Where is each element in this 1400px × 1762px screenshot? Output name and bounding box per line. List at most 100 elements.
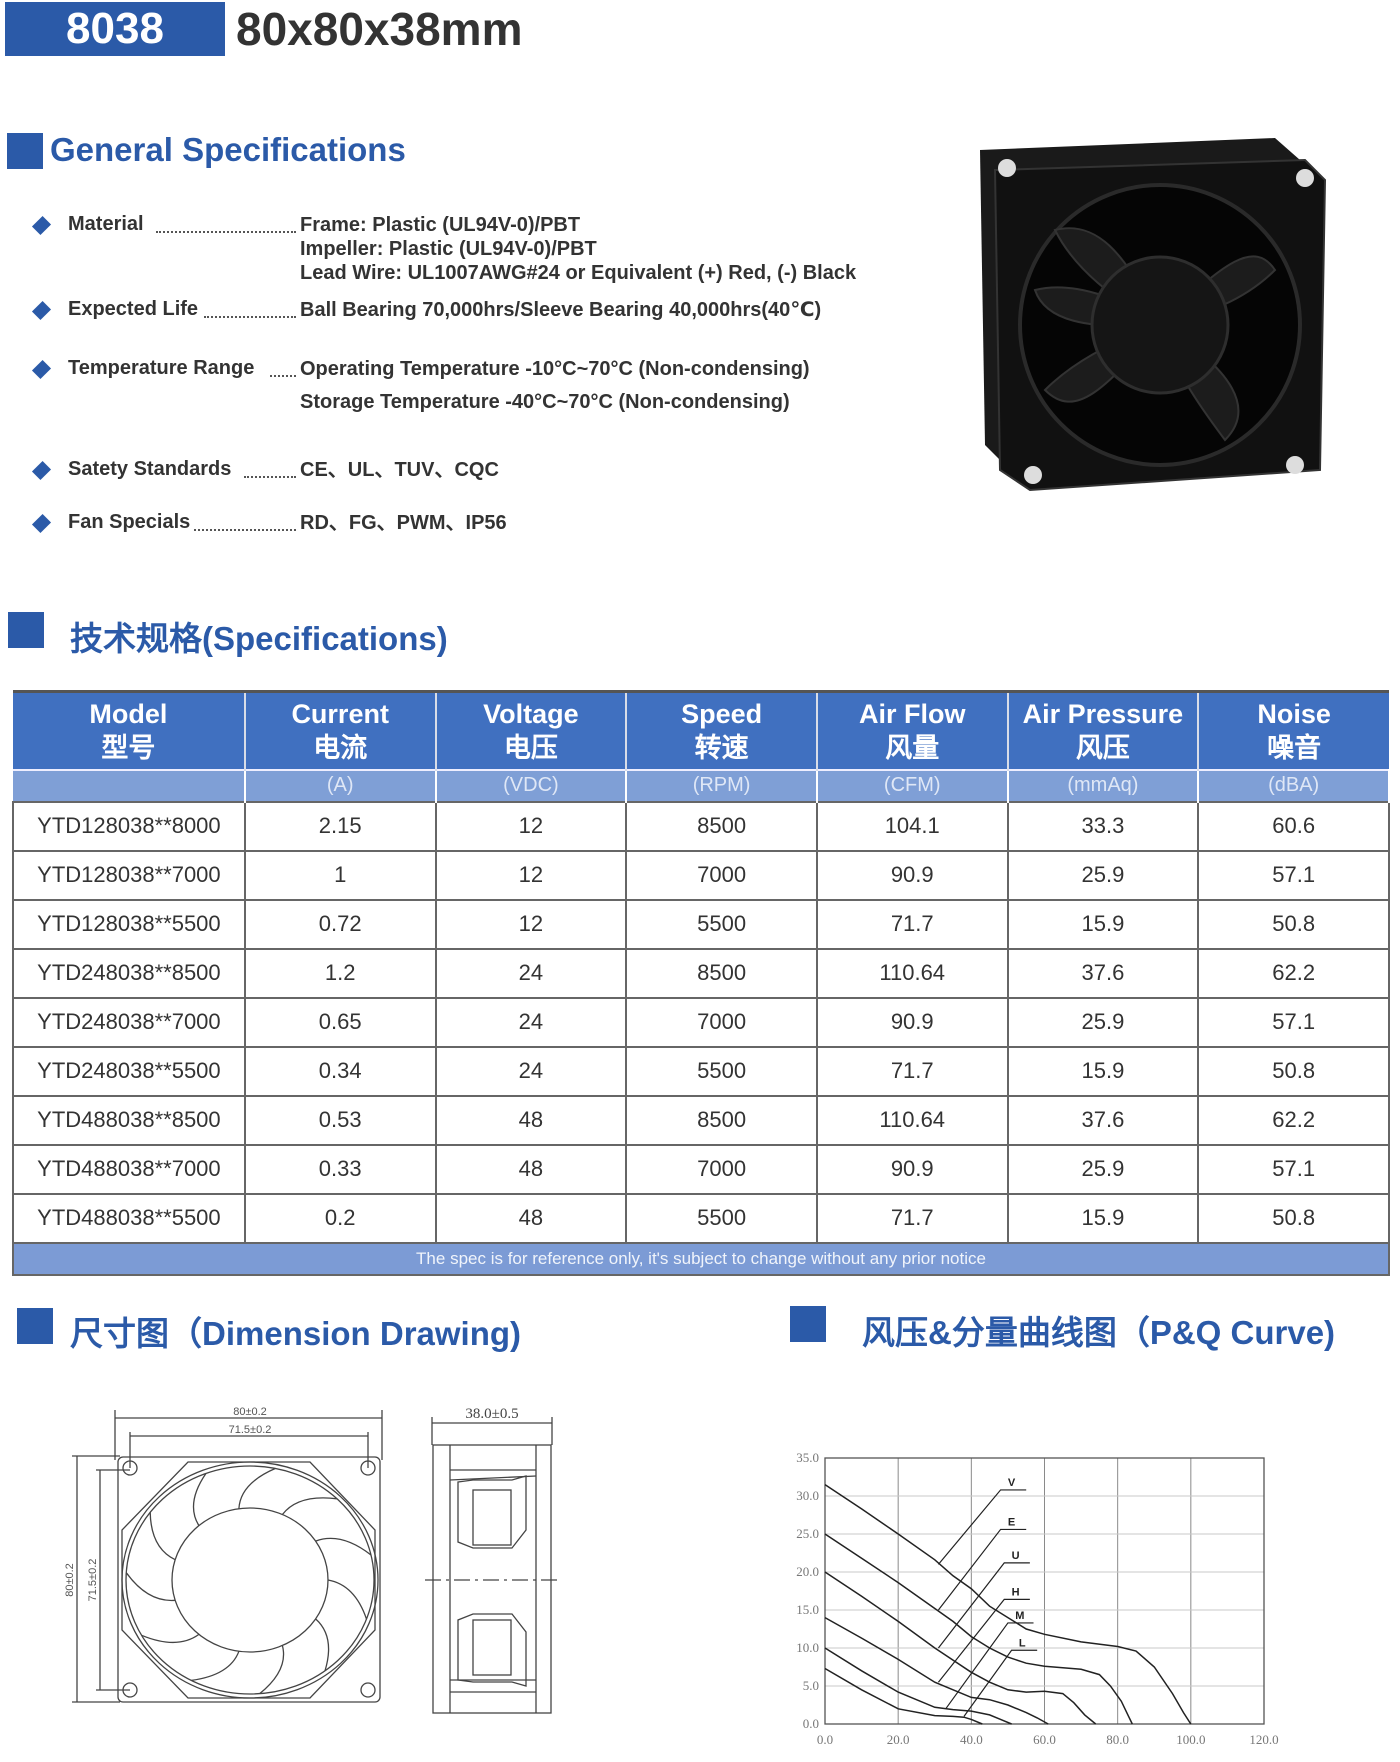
table-cell: YTD488038**8500 [12, 1094, 246, 1146]
column-header: Voltage 电压 [435, 690, 628, 770]
table-cell: 24 [434, 947, 628, 999]
leader-dots [204, 298, 296, 318]
height-holes-label: 71.5±0.2 [87, 1559, 99, 1602]
table-cell: 1.2 [243, 947, 437, 999]
x-tick-label: 80.0 [1106, 1732, 1129, 1747]
table-cell: 57.1 [1197, 996, 1390, 1048]
spec-label: Temperature Range [68, 357, 255, 379]
curve-leader-line [945, 1622, 1034, 1710]
section-marker [8, 612, 44, 648]
table-header-row: Model 型号 Current 电流 Voltage 电压 Speed 转速 Air Flow… [13, 690, 1389, 770]
bullet-diamond-icon [31, 359, 52, 380]
x-tick-label: 60.0 [1033, 1732, 1056, 1747]
impeller-blade-outline [327, 1579, 368, 1620]
column-unit: (mmAq) [1007, 768, 1200, 802]
table-cell: 50.8 [1197, 898, 1390, 950]
table-row: YTD248038**7000 0.65 24 7000 90.9 25.9 57.1 [12, 996, 1390, 1048]
table-cell: 0.33 [243, 1143, 437, 1195]
bullet-diamond-icon [31, 460, 52, 481]
pq-curve-title: 风压&分量曲线图（P&Q Curve) [862, 1314, 1336, 1351]
table-cell: 90.9 [815, 849, 1009, 901]
table-cell: 5500 [625, 1045, 818, 1097]
column-header: Current 电流 [244, 690, 437, 770]
column-header-cn: 风压 [1075, 732, 1130, 763]
table-cell: YTD488038**5500 [12, 1192, 246, 1244]
table-cell: 15.9 [1006, 898, 1200, 950]
x-tick-label: 20.0 [887, 1732, 910, 1747]
table-cell: 50.8 [1197, 1045, 1390, 1097]
impeller-blade-outline [315, 1618, 330, 1671]
column-header-en: Current [291, 698, 389, 729]
column-header-en: Model [89, 698, 168, 729]
column-header-en: Speed [681, 698, 763, 729]
table-cell: 25.9 [1006, 1143, 1200, 1195]
table-cell: 62.2 [1197, 1094, 1390, 1146]
leader-dots [244, 458, 296, 478]
y-tick-label: 5.0 [803, 1678, 819, 1693]
spec-label: Satety Standards [68, 458, 232, 480]
table-cell: 48 [434, 1094, 628, 1146]
table-cell: 57.1 [1197, 849, 1390, 901]
pq-curve-L [824, 1667, 983, 1725]
curve-leader-line [963, 1649, 1038, 1717]
general-specs-title: General Specifications [50, 131, 406, 168]
spec-value: Ball Bearing 70,000hrs/Sleeve Bearing 40… [300, 299, 822, 321]
impeller-blade-outline [281, 1497, 338, 1515]
width-holes-label: 71.5±0.2 [229, 1424, 272, 1436]
table-cell: 57.1 [1197, 1143, 1390, 1195]
dimension-drawing: 80±0.2 71.5±0.2 80±0.2 71.5±0.2 38.0±0.5 [64, 1406, 560, 1714]
spec-value: CE、UL、TUV、CQC [300, 459, 499, 481]
column-unit: (A) [244, 768, 437, 802]
table-cell: 7000 [625, 1143, 818, 1195]
table-cell: 90.9 [815, 996, 1009, 1048]
column-header-cn: 风量 [885, 732, 940, 763]
bullet-diamond-icon [31, 300, 52, 321]
table-cell: YTD488038**7000 [12, 1143, 246, 1195]
x-tick-label: 120.0 [1249, 1732, 1278, 1747]
y-tick-label: 15.0 [796, 1602, 819, 1617]
fan-size-title: 80x80x38mm [236, 3, 523, 55]
y-tick-label: 10.0 [796, 1640, 819, 1655]
y-tick-label: 30.0 [796, 1488, 819, 1503]
section-marker [17, 1308, 53, 1344]
table-cell: 0.53 [243, 1094, 437, 1146]
table-cell: YTD128038**5500 [12, 898, 246, 950]
column-header-cn: 噪音 [1267, 732, 1322, 763]
column-header: Speed 转速 [626, 690, 818, 770]
fan-product-image [980, 138, 1327, 492]
section-marker [790, 1306, 826, 1342]
column-header-en: Air Pressure [1022, 698, 1184, 729]
table-cell: 25.9 [1006, 996, 1200, 1048]
column-header: Air Pressure 风压 [1007, 690, 1200, 770]
table-cell: 37.6 [1006, 947, 1200, 999]
table-cell: 1 [243, 849, 437, 901]
table-cell: 90.9 [815, 1143, 1009, 1195]
leader-dots [156, 213, 296, 233]
model-number-badge: 8038 [5, 2, 225, 56]
dimension-drawing-title: 尺寸图（Dimension Drawing) [70, 1315, 522, 1352]
impeller-blade-outline [315, 1537, 372, 1556]
pq-curve-chart: 0.0 20.0 40.0 60.0 80.0 100.0 120.0 0.0 5.0 10.0 1… [796, 1450, 1278, 1747]
table-cell: 5500 [625, 1192, 818, 1244]
table-row: YTD488038**8500 0.53 48 8500 110.64 37.6 62.2 [12, 1094, 1390, 1146]
pq-curve-E [824, 1533, 1133, 1725]
table-cell: 71.7 [815, 1045, 1009, 1097]
table-cell: 25.9 [1006, 849, 1200, 901]
table-row: YTD128038**5500 0.72 12 5500 71.7 15.9 50.8 [12, 898, 1390, 950]
column-header-en: Air Flow [858, 698, 966, 729]
spec-value: Frame: Plastic (UL94V-0)/PBT [300, 214, 581, 236]
table-cell: 62.2 [1197, 947, 1390, 999]
leader-dots [194, 511, 296, 531]
table-cell: 8500 [625, 947, 818, 999]
x-tick-label: 40.0 [960, 1732, 983, 1747]
section-marker [7, 133, 43, 169]
specifications-title: 技术规格(Specifications) [70, 620, 448, 657]
table-cell: 5500 [625, 898, 818, 950]
table-cell: 24 [434, 1045, 628, 1097]
table-cell: 2.15 [243, 800, 437, 852]
curve-label: M [1015, 1610, 1024, 1622]
spec-label: Material [68, 213, 144, 235]
height-outer-label: 80±0.2 [64, 1563, 76, 1597]
table-cell: 8500 [625, 1094, 818, 1146]
table-unit-row: (A) (VDC) (RPM) (CFM) (mmAq) (dBA) [13, 768, 1390, 802]
